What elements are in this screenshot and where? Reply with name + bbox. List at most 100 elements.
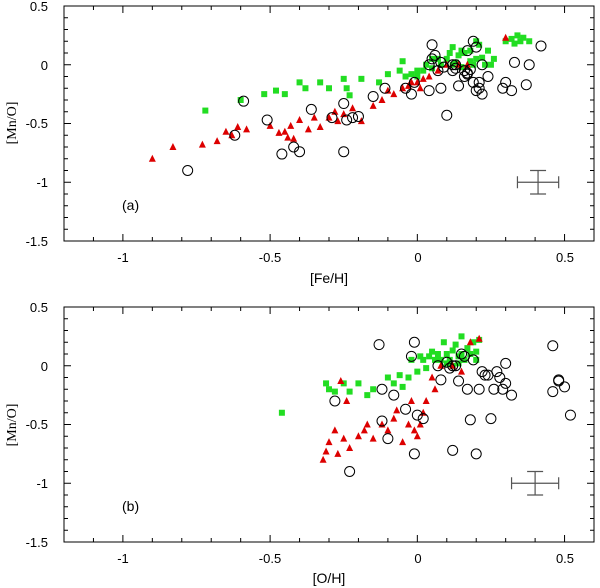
thin-disk-point xyxy=(490,55,497,62)
open-circle-point xyxy=(338,98,350,110)
y-tick-label: -1 xyxy=(36,175,48,190)
open-circle-point xyxy=(326,112,338,124)
thin-disk-point xyxy=(405,374,412,381)
thick-disk-point xyxy=(290,134,298,142)
thin-disk-point xyxy=(473,55,480,62)
thin-disk-point xyxy=(452,59,459,66)
thin-disk-point xyxy=(482,61,489,68)
thick-disk-point xyxy=(316,123,324,131)
open-circle-point xyxy=(405,88,417,100)
thin-disk-point xyxy=(429,348,436,355)
open-circle-point xyxy=(547,386,559,398)
thin-disk-point xyxy=(396,67,403,74)
thin-disk-point xyxy=(449,347,456,354)
thin-disk-point xyxy=(514,32,521,39)
open-circle-point xyxy=(423,85,435,97)
open-circle-point xyxy=(294,146,306,158)
panel-label: (b) xyxy=(122,498,139,514)
open-circle-point xyxy=(523,59,535,71)
open-circle-point xyxy=(400,403,412,415)
x-tick-label: 0 xyxy=(414,551,421,566)
thick-disk-point xyxy=(310,113,318,121)
thin-disk-point xyxy=(464,345,471,352)
open-circle-point xyxy=(435,374,447,386)
thin-disk-point xyxy=(467,47,474,54)
open-circle-point xyxy=(338,146,350,158)
thick-disk-point xyxy=(466,338,474,346)
thick-disk-point xyxy=(340,434,348,442)
open-circle-point xyxy=(238,95,250,107)
panel-a: 0.5 0 -0.5 -1 -1.5 -1 -0.5 0 0.5 [Fe/H] … xyxy=(5,0,595,286)
thick-disk-point xyxy=(425,72,433,80)
thick-disk-point xyxy=(422,397,430,404)
thin-disk-point xyxy=(273,87,279,94)
thick-disk-point xyxy=(284,133,292,141)
thin-disk-point xyxy=(296,79,303,86)
thin-disk-point xyxy=(467,58,474,65)
y-tick-label: -1.5 xyxy=(26,234,48,249)
thick-disk-point xyxy=(458,367,465,375)
thick-disk-point xyxy=(405,420,412,428)
thick-disk-point xyxy=(287,121,295,129)
thin-disk-point xyxy=(455,360,462,367)
thick-disk-point xyxy=(198,140,206,148)
thin-disk-point xyxy=(458,351,465,357)
thick-disk-point xyxy=(169,143,177,150)
open-circle-point xyxy=(553,374,565,386)
thin-disk-point xyxy=(331,388,338,395)
thick-disk-point xyxy=(399,438,407,446)
thin-disk-point xyxy=(302,85,309,92)
thin-disk-point xyxy=(470,61,477,68)
thick-disk-point xyxy=(369,434,377,442)
thin-disk-point xyxy=(437,61,444,68)
thick-disk-point xyxy=(319,455,327,463)
panel-b-marks xyxy=(278,333,576,477)
x-axis-label: [O/H] xyxy=(313,570,346,586)
thin-disk-point xyxy=(470,339,477,346)
open-circle-point xyxy=(547,340,559,352)
thin-disk-point xyxy=(408,71,415,78)
open-circle-point xyxy=(367,90,379,102)
thin-disk-point xyxy=(479,54,486,61)
open-circle-point xyxy=(458,71,470,82)
thin-disk-point xyxy=(278,409,285,416)
open-circle-point xyxy=(444,362,456,374)
open-circle-point xyxy=(450,360,462,372)
open-circle-point xyxy=(482,71,494,82)
open-circle-point xyxy=(535,40,547,52)
x-tick-label: -1 xyxy=(117,551,129,566)
open-circle-point xyxy=(497,82,509,94)
open-circle-point xyxy=(408,448,420,460)
open-circle-point xyxy=(276,148,288,160)
thick-disk-point xyxy=(337,377,345,385)
open-circle-point xyxy=(417,413,429,425)
thick-disk-point xyxy=(475,334,483,342)
thin-disk-point xyxy=(281,91,288,98)
open-circle-point xyxy=(429,49,441,61)
open-circle-point xyxy=(461,383,473,395)
open-circle-point xyxy=(261,114,273,126)
thin-disk-point xyxy=(449,44,456,51)
thick-disk-point xyxy=(213,137,221,145)
open-circle-point xyxy=(373,339,385,351)
open-circle-point xyxy=(506,85,518,97)
x-tick-label: -0.5 xyxy=(259,551,281,566)
open-circle-point xyxy=(405,350,417,362)
thin-disk-point xyxy=(408,356,415,363)
panel-b-error-bar xyxy=(510,470,560,496)
thick-disk-point xyxy=(331,426,339,434)
thin-disk-point xyxy=(402,73,409,80)
open-circle-point xyxy=(497,383,509,395)
y-axis-label: [Mn/O] xyxy=(5,404,20,447)
y-tick-label: -1.5 xyxy=(26,535,48,550)
open-circle-point xyxy=(476,59,488,71)
thin-disk-point xyxy=(432,356,438,363)
open-circle-point xyxy=(467,354,479,366)
open-circle-point xyxy=(344,466,356,477)
thick-disk-point xyxy=(431,385,439,393)
thin-disk-point xyxy=(417,353,424,360)
open-circle-point xyxy=(347,112,359,124)
thin-disk-point xyxy=(420,356,427,363)
thin-disk-point xyxy=(384,71,391,78)
